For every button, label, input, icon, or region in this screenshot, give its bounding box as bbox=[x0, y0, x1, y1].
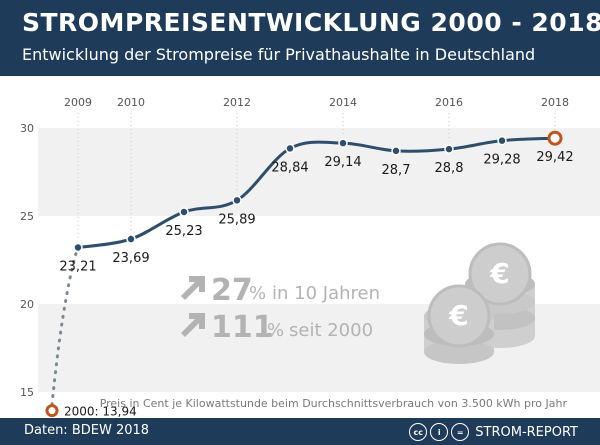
stat-row-2: 111 % seit 2000 bbox=[181, 310, 373, 345]
arrow-up-right-icon bbox=[181, 276, 205, 300]
y-tick-label: 15 bbox=[20, 386, 34, 399]
y-tick-label: 20 bbox=[20, 298, 34, 311]
svg-text:€: € bbox=[489, 257, 509, 290]
x-axis: 2009 2010 2012 2014 2016 2018 bbox=[64, 96, 569, 240]
arrow-up-right-icon bbox=[181, 313, 205, 337]
start-label: 2000: 13,94 bbox=[64, 405, 137, 418]
price-marker bbox=[285, 143, 295, 154]
header-banner: STROMPREISENTWICKLUNG 2000 - 2018 Entwic… bbox=[0, 0, 600, 76]
stat-2-text: seit 2000 bbox=[289, 320, 373, 341]
y-axis: 15 20 25 30 bbox=[20, 122, 34, 399]
stats-panel: 27 % in 10 Jahren 111 % seit 2000 bbox=[181, 273, 380, 345]
price-label: 29,14 bbox=[324, 155, 361, 170]
price-markers bbox=[45, 130, 563, 418]
price-labels: 23,21 23,69 25,23 25,89 28,84 29,14 28,7 28,8 29… bbox=[59, 150, 573, 418]
x-tick-label: 2014 bbox=[329, 96, 357, 109]
footer-banner: Daten: BDEW 2018 cc i = STROM-REPORT bbox=[0, 418, 600, 445]
stat-1-unit: % bbox=[249, 283, 266, 304]
start-connector-line bbox=[50, 252, 78, 407]
x-tick-label: 2009 bbox=[64, 96, 92, 109]
price-label: 25,23 bbox=[165, 224, 202, 239]
price-label: 29,28 bbox=[483, 153, 520, 168]
price-label: 29,42 bbox=[536, 150, 573, 165]
stat-1-big: 27 bbox=[211, 273, 253, 308]
price-marker-highlight bbox=[547, 130, 563, 146]
price-label: 28,84 bbox=[271, 160, 308, 175]
price-line-chart: 15 20 25 30 2009 2010 2012 2014 2016 2018 27 % i… bbox=[20, 96, 600, 418]
page-subtitle: Entwicklung der Strompreise für Privatha… bbox=[22, 45, 536, 64]
stat-1-text: in 10 Jahren bbox=[272, 283, 380, 304]
x-tick-label: 2018 bbox=[541, 96, 569, 109]
by-icon: i bbox=[430, 423, 449, 441]
price-series-line bbox=[77, 136, 556, 249]
cc-icon: cc bbox=[409, 423, 428, 441]
nd-icon: = bbox=[451, 423, 470, 441]
price-label: 28,7 bbox=[382, 163, 411, 178]
price-label: 28,8 bbox=[435, 161, 464, 176]
brand-name: STROM-REPORT bbox=[475, 424, 578, 440]
price-label: 25,89 bbox=[218, 212, 255, 227]
price-marker bbox=[73, 242, 83, 253]
y-tick-label: 25 bbox=[20, 210, 34, 223]
stat-2-big: 111 bbox=[211, 310, 274, 345]
stat-2-unit: % bbox=[267, 320, 284, 341]
price-marker bbox=[232, 195, 242, 206]
page-title: STROMPREISENTWICKLUNG 2000 - 2018 bbox=[22, 8, 600, 37]
price-label: 23,69 bbox=[112, 251, 149, 266]
euro-coins-icon: € € bbox=[424, 242, 535, 364]
price-marker bbox=[126, 234, 136, 244]
price-marker bbox=[338, 138, 348, 148]
price-marker bbox=[179, 207, 189, 217]
price-marker bbox=[391, 146, 401, 156]
data-source: Daten: BDEW 2018 bbox=[24, 423, 150, 438]
stat-row-1: 27 % in 10 Jahren bbox=[181, 273, 380, 308]
brand-block: cc i = STROM-REPORT bbox=[409, 421, 578, 443]
chart-note: Preis in Cent je Kilowattstunde beim Dur… bbox=[100, 397, 568, 410]
price-marker bbox=[444, 144, 454, 154]
price-marker bbox=[497, 135, 507, 146]
price-label: 23,21 bbox=[59, 260, 96, 275]
svg-text:€: € bbox=[448, 299, 468, 332]
start-marker bbox=[45, 404, 59, 418]
y-tick-label: 30 bbox=[20, 122, 34, 135]
x-tick-label: 2016 bbox=[435, 96, 463, 109]
x-tick-label: 2010 bbox=[117, 96, 145, 109]
x-tick-label: 2012 bbox=[223, 96, 251, 109]
